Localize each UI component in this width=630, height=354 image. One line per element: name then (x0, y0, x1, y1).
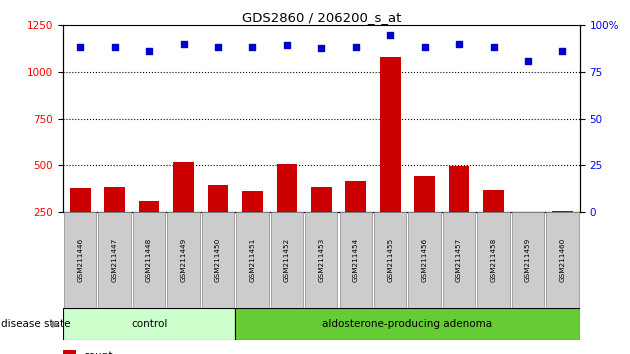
Bar (408, 212, 441, 308)
Bar (415, 176, 435, 212)
Text: GSM211448: GSM211448 (146, 238, 152, 282)
Text: GSM211456: GSM211456 (421, 238, 428, 282)
Bar (374, 212, 406, 308)
Bar (277, 164, 297, 212)
Bar (236, 212, 268, 308)
Bar (380, 57, 401, 212)
Point (316, 45, 326, 51)
Text: GSM211447: GSM211447 (112, 238, 118, 282)
Point (385, 32, 395, 38)
Text: control: control (131, 319, 168, 329)
Bar (70, 188, 91, 212)
Bar (305, 212, 338, 308)
Bar (552, 211, 573, 212)
Bar (168, 212, 200, 308)
Bar (208, 185, 228, 212)
Point (144, 48, 154, 54)
Text: ▶: ▶ (52, 319, 59, 329)
Point (351, 45, 361, 50)
Text: GSM211458: GSM211458 (491, 238, 496, 282)
Bar (235, 308, 580, 340)
Point (488, 45, 498, 50)
Text: count: count (84, 351, 113, 354)
Point (110, 45, 120, 50)
Bar (512, 212, 544, 308)
Bar (449, 166, 469, 212)
Text: GSM211446: GSM211446 (77, 238, 83, 282)
Point (75, 45, 85, 50)
Bar (63, 308, 235, 340)
Bar (98, 212, 131, 308)
Bar (173, 162, 194, 212)
Bar (64, 212, 96, 308)
Bar (546, 212, 578, 308)
Point (178, 42, 188, 47)
Text: GSM211452: GSM211452 (284, 238, 290, 282)
Bar (271, 212, 303, 308)
Text: GSM211459: GSM211459 (525, 238, 531, 282)
Text: GSM211457: GSM211457 (456, 238, 462, 282)
Bar (340, 212, 372, 308)
Text: GSM211454: GSM211454 (353, 238, 358, 282)
Bar (63, 350, 76, 354)
Point (420, 45, 430, 50)
Text: GSM211449: GSM211449 (181, 238, 186, 282)
Bar (478, 212, 510, 308)
Title: GDS2860 / 206200_s_at: GDS2860 / 206200_s_at (242, 11, 401, 24)
Text: GSM211460: GSM211460 (559, 238, 565, 282)
Bar (242, 191, 263, 212)
Bar (483, 190, 504, 212)
Bar (202, 212, 234, 308)
Point (523, 58, 533, 64)
Text: disease state: disease state (1, 319, 71, 329)
Text: GSM211453: GSM211453 (318, 238, 324, 282)
Text: GSM211455: GSM211455 (387, 238, 393, 282)
Bar (311, 187, 331, 212)
Bar (443, 212, 475, 308)
Text: GSM211450: GSM211450 (215, 238, 221, 282)
Bar (105, 187, 125, 212)
Text: GSM211451: GSM211451 (249, 238, 255, 282)
Point (558, 48, 568, 54)
Point (213, 45, 223, 50)
Point (282, 42, 292, 48)
Text: aldosterone-producing adenoma: aldosterone-producing adenoma (323, 319, 493, 329)
Bar (345, 182, 366, 212)
Point (248, 45, 258, 50)
Bar (518, 212, 538, 214)
Bar (139, 201, 159, 212)
Bar (133, 212, 165, 308)
Point (454, 42, 464, 47)
